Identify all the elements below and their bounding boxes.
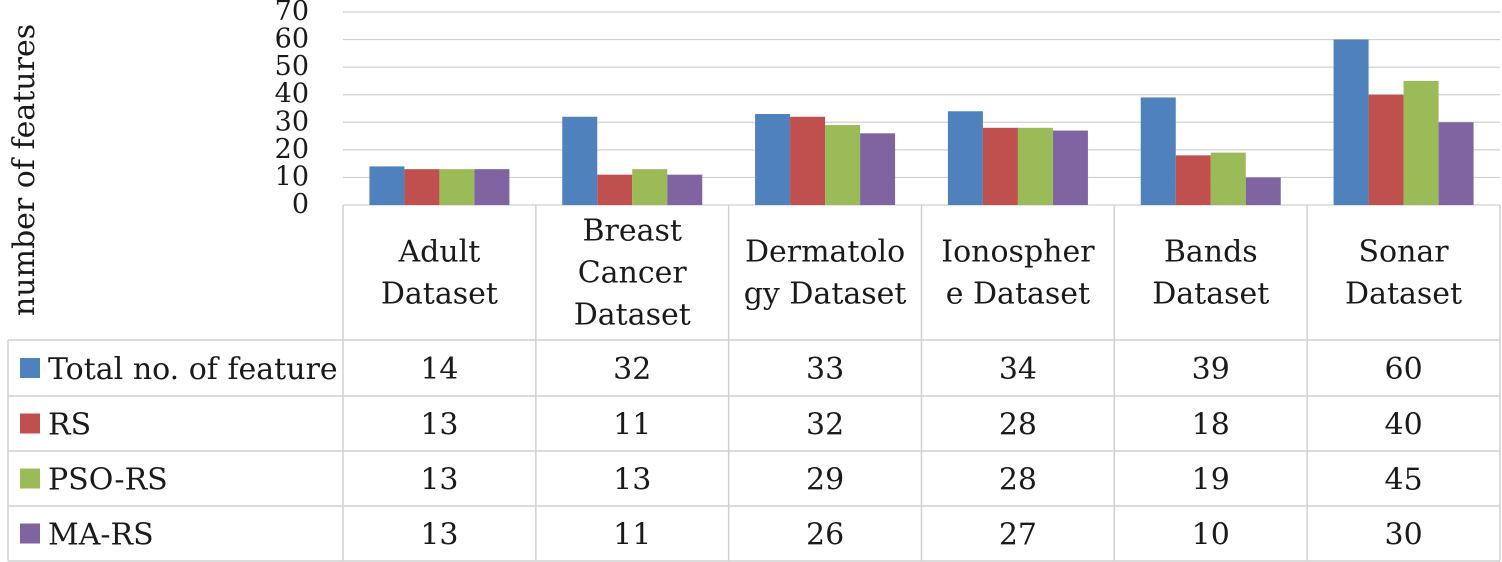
gridlines bbox=[343, 11, 1500, 206]
y-tick-label: 20 bbox=[275, 134, 309, 165]
bar bbox=[562, 116, 598, 205]
legend-key bbox=[20, 413, 40, 434]
category-label: Dermatolo gy Dataset bbox=[744, 235, 907, 312]
bar bbox=[1210, 152, 1246, 205]
y-tick-label: 60 bbox=[275, 24, 309, 55]
bar bbox=[632, 169, 668, 205]
bar bbox=[1368, 94, 1404, 205]
data-label: 13 bbox=[420, 463, 458, 498]
bar bbox=[1140, 97, 1176, 205]
bar bbox=[1175, 155, 1211, 205]
category-label: Ionospher e Dataset bbox=[941, 235, 1095, 312]
bar bbox=[1052, 130, 1088, 205]
data-label: 29 bbox=[806, 463, 844, 498]
data-label: 28 bbox=[999, 463, 1037, 498]
category-label-line: Bands bbox=[1164, 235, 1258, 270]
bar bbox=[369, 166, 405, 205]
data-label: 32 bbox=[806, 408, 844, 443]
category-label-line: e Dataset bbox=[946, 277, 1090, 312]
bar bbox=[1245, 177, 1281, 205]
category-label-line: Dermatolo bbox=[745, 235, 905, 270]
y-tick-label: 30 bbox=[275, 106, 309, 137]
data-label: 14 bbox=[420, 352, 458, 387]
bar bbox=[404, 169, 440, 205]
data-label: 27 bbox=[999, 518, 1037, 553]
data-label: 13 bbox=[420, 408, 458, 443]
y-tick-label: 0 bbox=[292, 189, 309, 220]
bar bbox=[474, 169, 510, 205]
bars bbox=[369, 39, 1474, 206]
data-label: 11 bbox=[613, 518, 651, 553]
legend-key bbox=[20, 523, 40, 544]
data-label: 13 bbox=[613, 463, 651, 498]
category-label: Bands Dataset bbox=[1152, 235, 1269, 312]
bar bbox=[1333, 39, 1369, 206]
series-name: RS bbox=[48, 408, 91, 443]
y-tick-label: 10 bbox=[275, 161, 309, 192]
bar bbox=[1403, 80, 1439, 205]
bar bbox=[439, 169, 475, 205]
bar bbox=[1017, 127, 1053, 205]
category-label-line: Dataset bbox=[381, 277, 498, 312]
category-label-line: gy Dataset bbox=[744, 277, 907, 312]
data-label: 33 bbox=[806, 352, 844, 387]
data-label: 30 bbox=[1384, 518, 1422, 553]
bar bbox=[1438, 122, 1474, 205]
data-label: 18 bbox=[1192, 408, 1230, 443]
category-label-line: Adult bbox=[397, 235, 480, 270]
category-label-line: Ionospher bbox=[941, 235, 1095, 270]
bar bbox=[597, 174, 633, 205]
data-label: 45 bbox=[1384, 463, 1422, 498]
data-label: 11 bbox=[613, 408, 651, 443]
bar bbox=[947, 111, 983, 205]
category-label-line: Cancer bbox=[578, 256, 688, 291]
category-label-line: Dataset bbox=[574, 298, 691, 333]
legend-key bbox=[20, 468, 40, 489]
y-tick-label: 40 bbox=[275, 79, 309, 110]
category-label: Breast Cancer Dataset bbox=[574, 214, 691, 333]
data-label: 60 bbox=[1384, 352, 1422, 387]
y-axis-label: number of features bbox=[7, 24, 42, 316]
series-name: PSO-RS bbox=[48, 463, 168, 498]
bar bbox=[790, 116, 826, 205]
data-label: 26 bbox=[806, 518, 844, 553]
legend-key bbox=[20, 358, 40, 378]
bar bbox=[860, 133, 896, 205]
y-tick-label: 70 bbox=[275, 0, 309, 27]
data-label: 19 bbox=[1192, 463, 1230, 498]
category-label: Adult Dataset bbox=[381, 235, 498, 312]
data-label: 10 bbox=[1192, 518, 1230, 553]
series-name: MA-RS bbox=[48, 518, 154, 553]
category-label-line: Sonar bbox=[1358, 235, 1449, 270]
bar bbox=[825, 125, 861, 205]
bar bbox=[667, 174, 703, 205]
data-table: Adult Dataset Breast Cancer Dataset Dermatolo… bbox=[7, 205, 1501, 562]
category-label: Sonar Dataset bbox=[1345, 235, 1462, 312]
category-label-line: Dataset bbox=[1345, 277, 1462, 312]
data-label: 34 bbox=[999, 352, 1037, 387]
data-label: 39 bbox=[1192, 352, 1230, 387]
category-label-line: Dataset bbox=[1152, 277, 1269, 312]
y-tick-label: 50 bbox=[275, 51, 309, 82]
data-label: 40 bbox=[1384, 408, 1422, 443]
data-label: 28 bbox=[999, 408, 1037, 443]
data-label: 13 bbox=[420, 518, 458, 553]
category-label-line: Breast bbox=[583, 214, 682, 249]
series-name: Total no. of feature bbox=[48, 352, 338, 387]
bar bbox=[755, 114, 791, 205]
data-label: 32 bbox=[613, 352, 651, 387]
bar bbox=[982, 127, 1018, 205]
